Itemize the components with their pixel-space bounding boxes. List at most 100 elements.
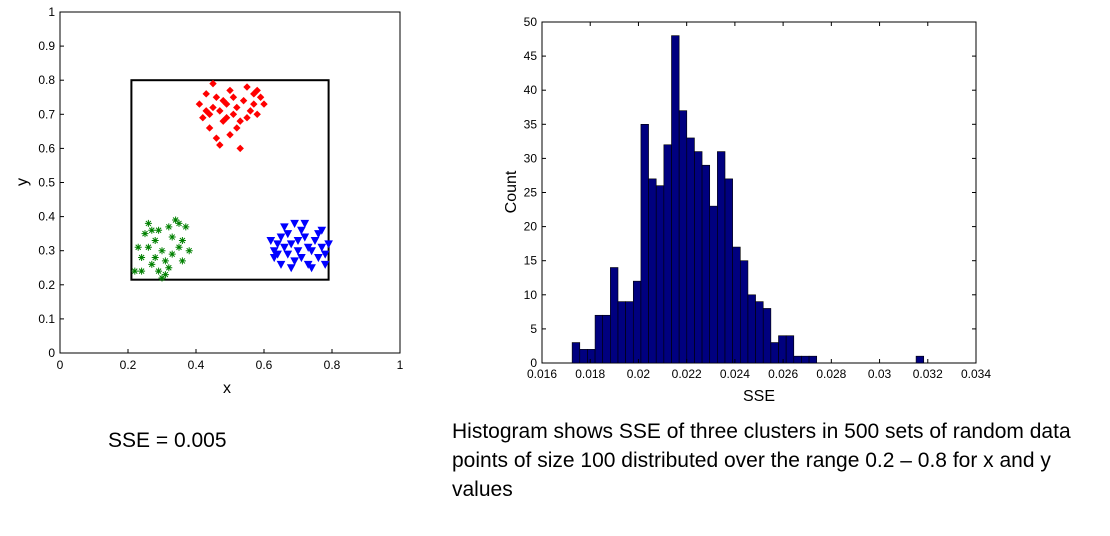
histogram-x-tick-label: 0.02 [627,367,651,381]
histogram-y-tick-label: 30 [524,151,538,165]
scatter-point-red [229,93,238,101]
scatter-point-red [256,93,265,101]
scatter-point-red [226,86,234,95]
histogram-bar [655,185,665,364]
histogram-bar [579,349,588,364]
scatter-point-red [226,131,234,139]
scatter-y-tick-label: 0.7 [38,107,55,121]
scatter-point-red [229,110,238,119]
histogram-bar [739,260,749,364]
histogram-bar [785,335,795,364]
histogram-bar [648,178,657,364]
histogram-y-tick-label: 15 [524,254,538,268]
scatter-point-green [182,223,190,231]
scatter-point-green [131,267,139,275]
scatter-point-red [243,114,251,122]
histogram-y-tick-label: 20 [524,220,538,234]
scatter-point-blue [307,247,316,256]
scatter-point-blue [283,250,293,259]
scatter-point-red [219,96,227,105]
scatter-point-red [202,107,210,115]
scatter-point-green [138,267,146,275]
scatter-y-tick-label: 0.9 [38,39,55,53]
scatter-point-blue [314,230,323,239]
scatter-point-green [165,223,173,231]
scatter-x-tick-label: 0.4 [188,358,205,372]
scatter-point-red [250,100,258,108]
histogram-bar [755,301,764,364]
scatter-point-green [134,243,142,251]
histogram-bar [694,151,703,364]
scatter-y-tick-label: 0.8 [38,73,55,87]
scatter-point-red [250,90,258,98]
scatter-y-tick-label: 0.1 [38,312,55,326]
histogram-bar [671,35,680,364]
scatter-point-red [236,117,244,125]
histogram-y-tick-label: 5 [530,322,537,336]
histogram-bar [610,267,619,364]
scatter-point-red [253,110,261,119]
scatter-point-blue [266,236,276,246]
scatter-region-box [130,79,330,281]
histogram-x-tick-label: 0.022 [672,367,702,381]
scatter-point-red [195,100,204,108]
scatter-point-red [216,107,224,115]
scatter-point-blue [320,260,330,269]
histogram-bar [632,280,642,364]
histogram-bar [587,349,596,364]
scatter-y-tick-label: 0.5 [38,176,55,190]
scatter-y-tick-label: 1 [48,5,55,19]
scatter-x-ticks: 0 0.2 0.4 0.6 0.8 1 [57,349,404,372]
scatter-point-blue [314,254,323,263]
histogram-bar [678,110,688,364]
scatter-point-red [222,100,231,108]
histogram-bar [717,151,726,364]
histogram-bar [602,314,611,364]
sse-value-caption: SSE = 0.005 [108,429,227,452]
scatter-x-tick-label: 0.2 [120,358,137,372]
histogram-bar [762,308,772,364]
scatter-point-blue [290,219,299,228]
scatter-point-red [212,134,221,142]
histogram-bar [617,301,626,364]
scatter-point-green [151,254,159,262]
histogram-bars [571,35,925,364]
scatter-point-blue [273,250,282,259]
scatter-point-green [185,247,193,255]
scatter-point-blue [297,226,306,235]
scatter-x-tick-label: 0.6 [256,358,273,372]
scatter-point-green [161,257,169,265]
scatter-point-green [148,226,156,234]
histogram-bar [778,335,787,364]
histogram-bar [747,294,756,364]
scatter-point-blue [290,257,299,266]
scatter-point-green [165,264,173,272]
scatter-x-tick-label: 0 [57,358,64,372]
histogram-x-ticks: 0.016 0.018 0.02 0.022 0.024 0.026 0.028 0.03 0.… [527,22,991,381]
scatter-point-green [168,250,176,258]
histogram-x-tick-label: 0.032 [913,367,943,381]
scatter-y-tick-label: 0.4 [38,210,55,224]
histogram-x-axis-title: SSE [743,388,775,405]
scatter-point-red [205,124,214,132]
scatter-point-red [243,83,251,91]
scatter-point-red [236,144,244,153]
scatter-y-tick-label: 0.3 [38,244,55,258]
scatter-point-green [144,243,152,251]
scatter-axes-frame [59,11,401,354]
histogram-x-tick-label: 0.018 [575,367,605,381]
scatter-plot: 0 0.2 0.4 0.6 0.8 1 0 0.1 0.2 0.3 0.4 0.5 0.6 0.7 0.8… [14,5,404,397]
scatter-point-red [209,79,217,88]
scatter-y-tick-label: 0.6 [38,141,55,155]
scatter-point-blue [310,236,320,246]
histogram-bar [808,355,818,364]
histogram-y-tick-label: 45 [524,49,538,63]
scatter-point-blue [293,247,303,256]
histogram-bar [793,355,802,364]
histogram-y-tick-label: 40 [524,83,538,97]
histogram-x-tick-label: 0.03 [868,367,892,381]
scatter-point-red [233,124,241,132]
scatter-point-green [148,260,156,268]
scatter-point-green [178,257,186,265]
